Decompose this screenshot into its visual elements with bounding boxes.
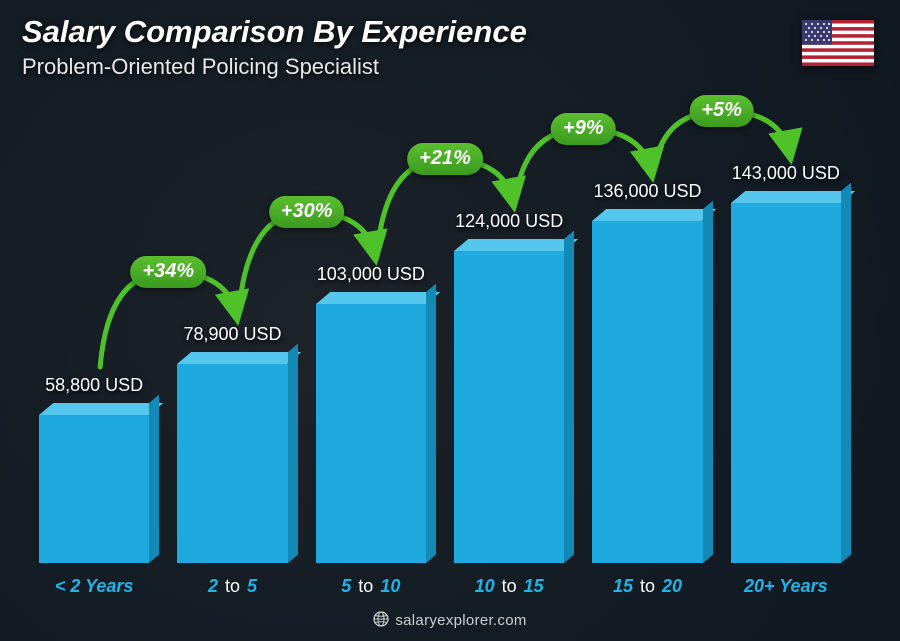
increase-badge: +34% <box>130 256 206 288</box>
category-labels: < 2 Years 2 to 5 5 to 10 10 to 15 15 to 20 20… <box>24 576 856 597</box>
category-label: < 2 Years <box>30 576 158 597</box>
increase-badge: +9% <box>551 113 616 145</box>
category-label: 10 to 15 <box>445 576 573 597</box>
bar-value-label: 58,800 USD <box>45 375 143 396</box>
category-label: 2 to 5 <box>168 576 296 597</box>
bar-value-label: 103,000 USD <box>317 264 425 285</box>
increase-badge: +30% <box>269 196 345 228</box>
category-label: 5 to 10 <box>307 576 435 597</box>
us-flag-icon <box>802 20 874 66</box>
chart-subtitle: Problem-Oriented Policing Specialist <box>22 54 379 80</box>
chart-title: Salary Comparison By Experience <box>22 14 527 50</box>
footer-text: salaryexplorer.com <box>395 612 526 629</box>
bar-value-label: 143,000 USD <box>732 163 840 184</box>
category-label: 20+ Years <box>722 576 850 597</box>
bar-value-label: 136,000 USD <box>593 181 701 202</box>
category-label: 15 to 20 <box>583 576 711 597</box>
bar-value-label: 78,900 USD <box>183 324 281 345</box>
chart-area: +34%+30%+21%+9%+5% 58,800 USD78,900 USD1… <box>24 100 856 563</box>
bar-value-label: 124,000 USD <box>455 211 563 232</box>
globe-icon <box>373 611 389 627</box>
footer-attribution: salaryexplorer.com <box>0 611 900 629</box>
increase-badge: +5% <box>689 95 754 127</box>
increase-badge: +21% <box>407 143 483 175</box>
infographic-stage: Salary Comparison By Experience Problem-… <box>0 0 900 641</box>
